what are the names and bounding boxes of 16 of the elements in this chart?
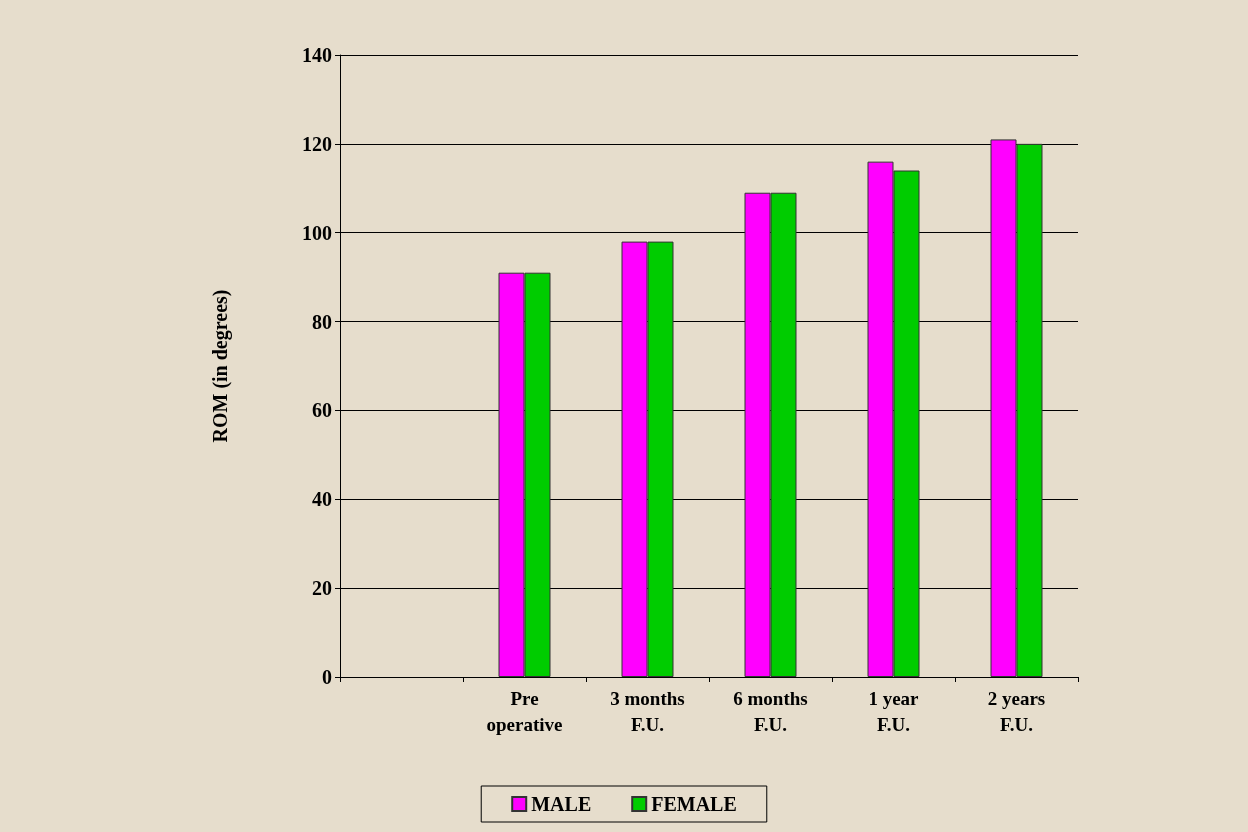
x-tick-label: 6 months F.U. xyxy=(733,687,808,735)
x-tick-label: Pre operative xyxy=(486,687,563,735)
y-axis-title: ROM (in degrees) xyxy=(209,289,232,443)
x-tick-label: 2 years F.U. xyxy=(987,687,1046,735)
y-tick-label: 120 xyxy=(302,132,332,155)
x-tick-label: 3 months F.U. xyxy=(610,687,685,735)
y-tick-label: 60 xyxy=(312,399,332,422)
legend-label: MALE xyxy=(531,793,592,815)
y-tick-label: 140 xyxy=(302,44,332,66)
y-tick-label: 80 xyxy=(312,310,332,333)
y-tick-label: 0 xyxy=(322,666,332,688)
y-tick-label: 100 xyxy=(302,221,332,244)
y-tick-label: 40 xyxy=(312,488,332,511)
y-tick-label: 20 xyxy=(312,577,332,600)
legend-label: FEMALE xyxy=(651,793,737,815)
x-tick-label: 1 year F.U. xyxy=(868,687,920,735)
